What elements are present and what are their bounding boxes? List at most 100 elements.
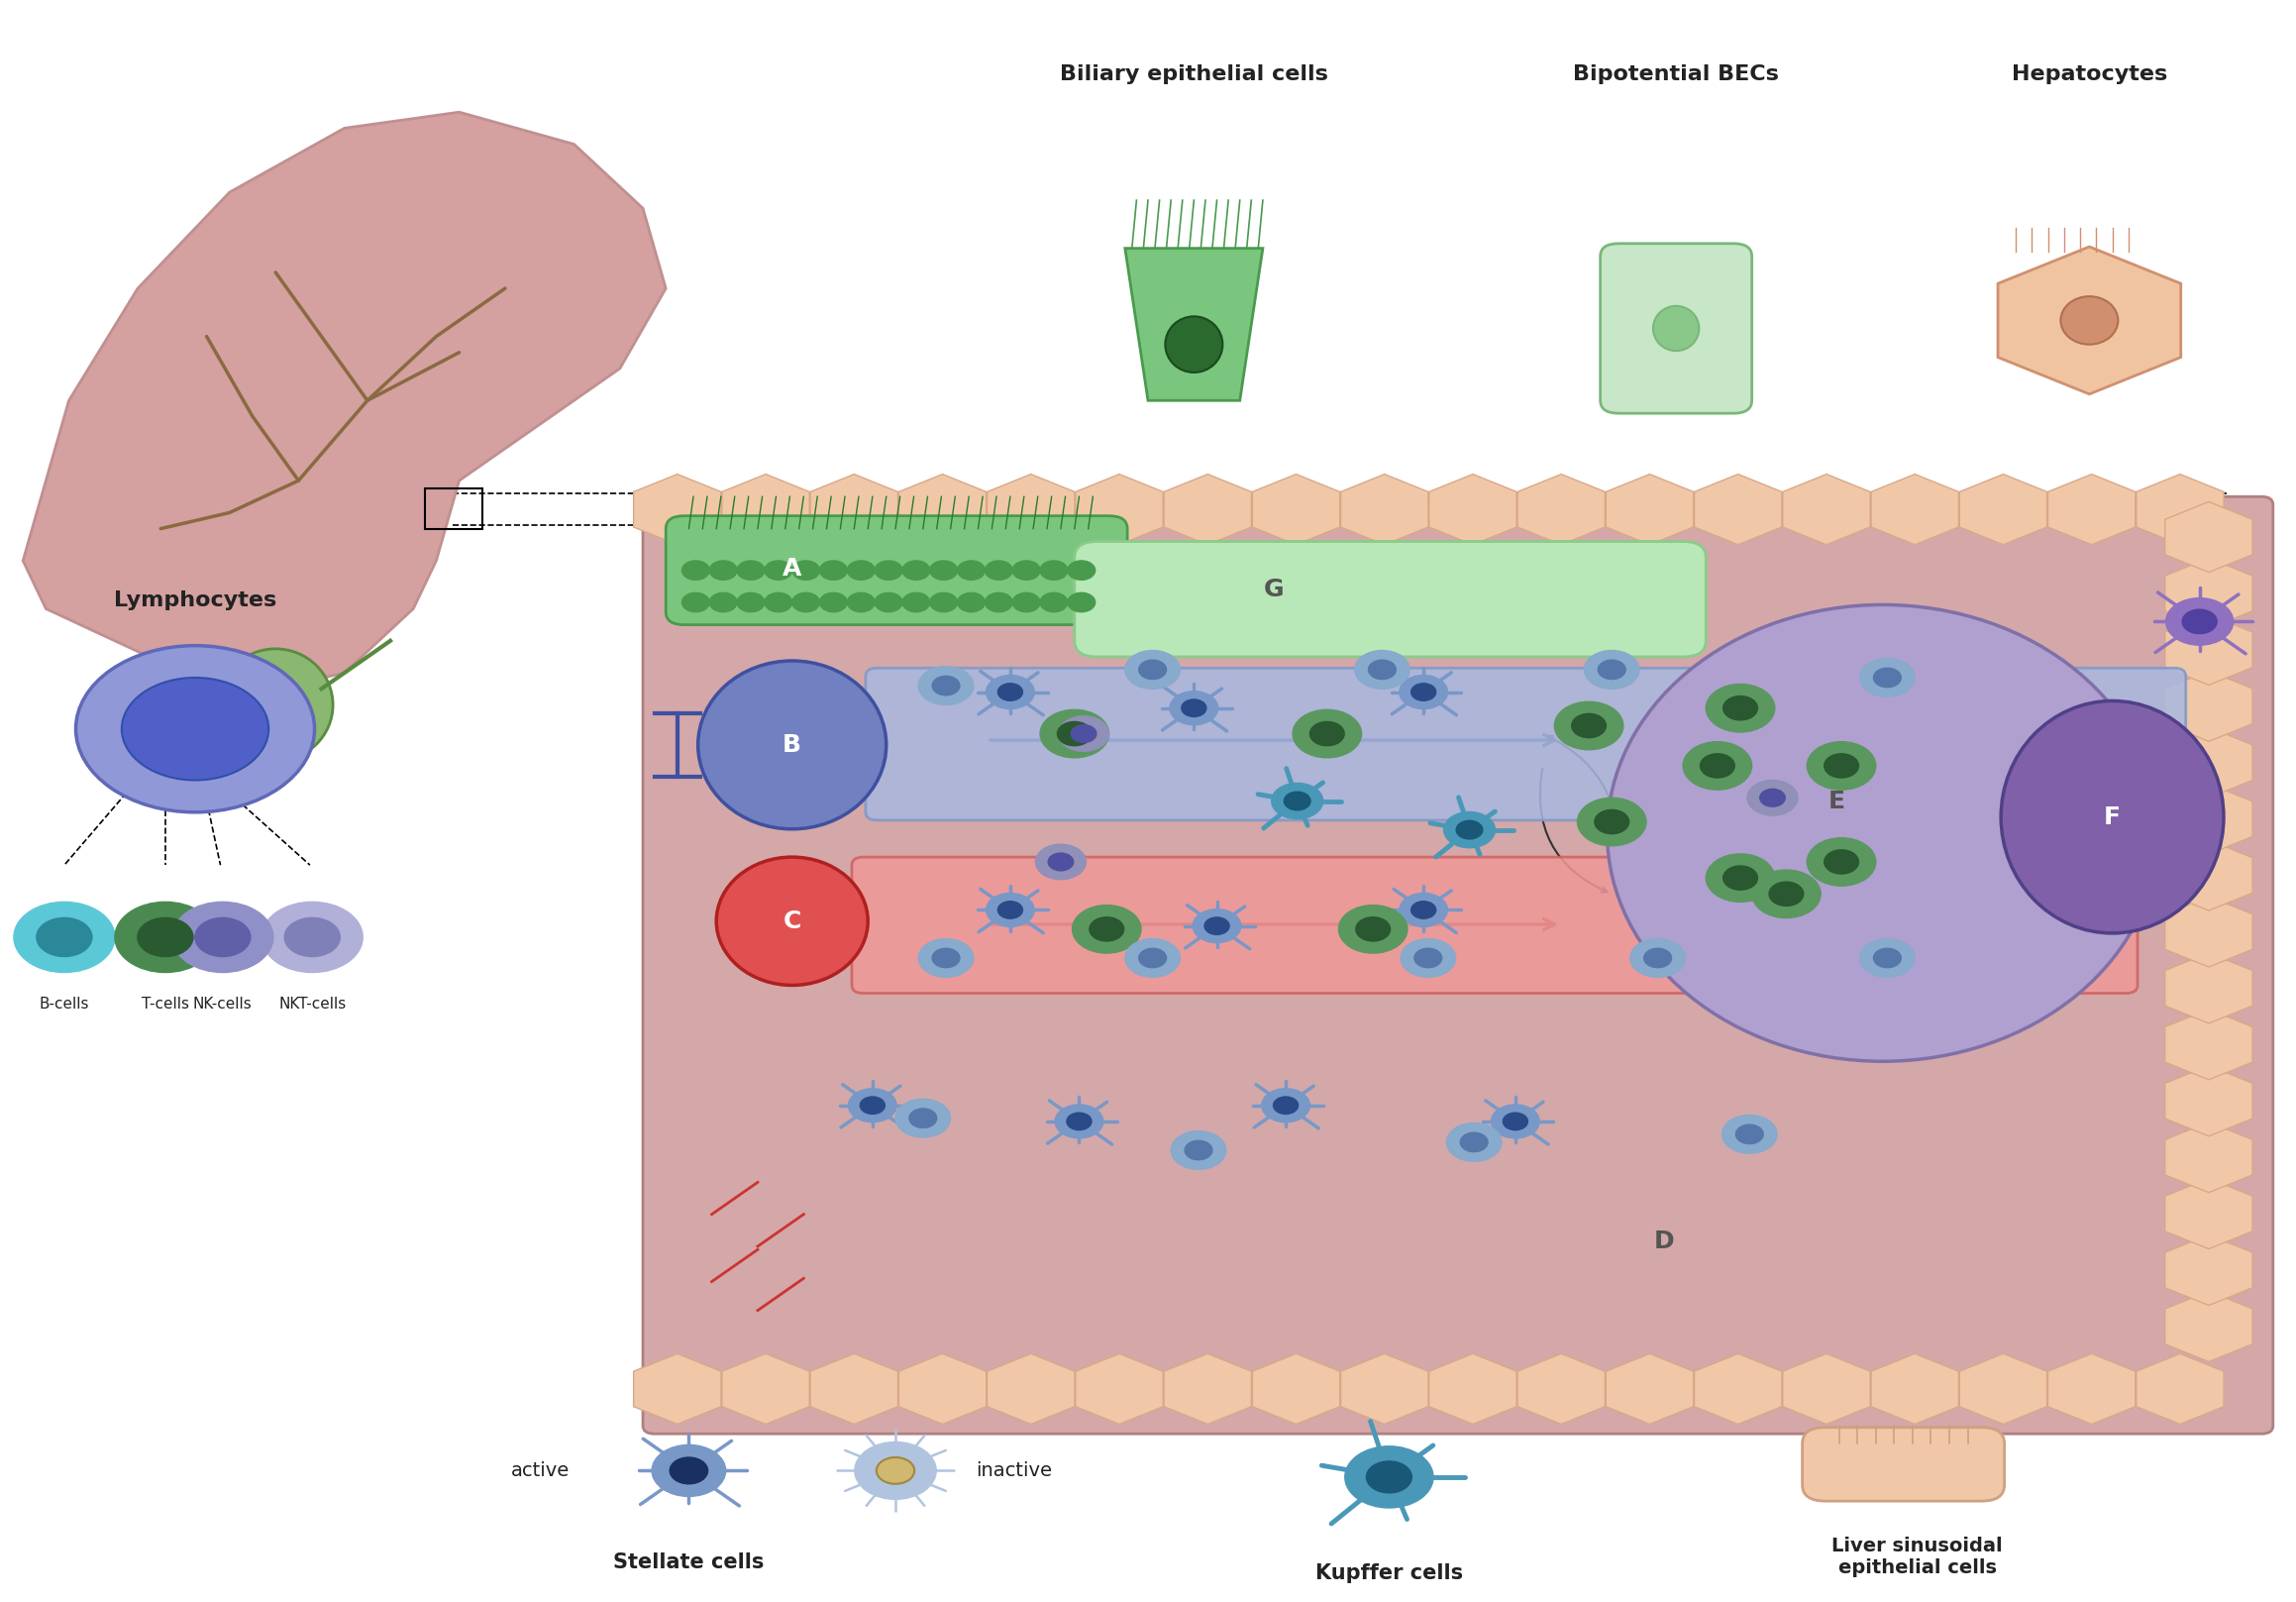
Circle shape [1699,755,1736,779]
Polygon shape [721,474,810,545]
Polygon shape [1341,1354,1428,1424]
Polygon shape [1958,474,2048,545]
Circle shape [14,902,115,972]
Circle shape [1345,1447,1433,1507]
Circle shape [957,593,985,612]
Text: Biliary epithelial cells: Biliary epithelial cells [1061,64,1327,83]
Circle shape [1554,702,1623,750]
Circle shape [1035,844,1086,879]
Circle shape [820,561,847,580]
Text: T-cells: T-cells [142,996,188,1011]
Circle shape [1125,650,1180,689]
Polygon shape [1998,247,2181,394]
Text: Stellate cells: Stellate cells [613,1552,765,1572]
Polygon shape [2165,897,2252,968]
Circle shape [652,1445,726,1496]
Circle shape [1309,721,1343,747]
Polygon shape [1958,1354,2048,1424]
Polygon shape [987,474,1075,545]
Polygon shape [1428,1354,1518,1424]
Polygon shape [1871,1354,1958,1424]
Polygon shape [2165,557,2252,628]
Polygon shape [1871,474,1958,545]
Polygon shape [2165,671,2252,742]
FancyBboxPatch shape [1600,244,1752,413]
Circle shape [115,902,216,972]
Polygon shape [810,1354,898,1424]
Circle shape [1446,1123,1502,1161]
Polygon shape [2165,615,2252,686]
FancyBboxPatch shape [866,668,2186,820]
Circle shape [1504,1113,1527,1129]
Circle shape [1759,790,1784,807]
Polygon shape [2165,1235,2252,1306]
Circle shape [1398,894,1446,926]
Circle shape [670,1458,707,1483]
Circle shape [1874,668,1901,687]
Circle shape [262,902,363,972]
Circle shape [1068,561,1095,580]
Circle shape [909,1109,937,1128]
Circle shape [957,561,985,580]
Circle shape [1272,783,1322,819]
Polygon shape [1075,1354,1164,1424]
Circle shape [1072,905,1141,953]
Polygon shape [1518,474,1605,545]
Circle shape [1577,798,1646,846]
Circle shape [1492,1105,1538,1139]
Circle shape [1874,948,1901,968]
Circle shape [930,561,957,580]
Circle shape [682,561,709,580]
Circle shape [1598,660,1626,679]
Polygon shape [2165,1009,2252,1080]
Polygon shape [1518,1354,1605,1424]
Polygon shape [810,474,898,545]
Circle shape [1807,742,1876,790]
Circle shape [737,561,765,580]
Polygon shape [2165,1291,2252,1362]
Text: D: D [1655,1230,1674,1253]
Polygon shape [2165,501,2252,572]
Circle shape [1722,1115,1777,1153]
Circle shape [1070,724,1095,743]
Circle shape [1444,812,1495,847]
Circle shape [1706,854,1775,902]
Polygon shape [987,1354,1075,1424]
Circle shape [195,918,250,956]
Circle shape [1339,905,1407,953]
FancyBboxPatch shape [852,857,2138,993]
Polygon shape [1605,1354,1694,1424]
Circle shape [1823,849,1860,875]
Polygon shape [1782,1354,1871,1424]
Circle shape [1047,852,1075,871]
Circle shape [1182,700,1205,716]
Text: E: E [1828,790,1846,812]
Ellipse shape [698,660,886,830]
Circle shape [987,676,1033,710]
Text: A: A [783,557,801,580]
Circle shape [1054,1105,1102,1139]
Text: F: F [2103,806,2122,828]
Circle shape [847,593,875,612]
Circle shape [1171,1131,1226,1169]
Circle shape [985,561,1013,580]
FancyBboxPatch shape [1802,1427,2004,1501]
Text: Bipotential BECs: Bipotential BECs [1573,64,1779,83]
Circle shape [1398,676,1446,710]
Text: active: active [510,1461,569,1480]
Circle shape [285,918,340,956]
Polygon shape [1428,474,1518,545]
Polygon shape [1782,474,1871,545]
Polygon shape [2165,1179,2252,1250]
Circle shape [932,948,960,968]
Circle shape [37,918,92,956]
Circle shape [792,561,820,580]
Circle shape [2181,609,2218,634]
Circle shape [765,593,792,612]
Polygon shape [2048,1354,2135,1424]
Circle shape [1274,1097,1297,1113]
Circle shape [1807,838,1876,886]
FancyBboxPatch shape [666,516,1127,625]
Circle shape [792,593,820,612]
Circle shape [1366,1461,1412,1493]
